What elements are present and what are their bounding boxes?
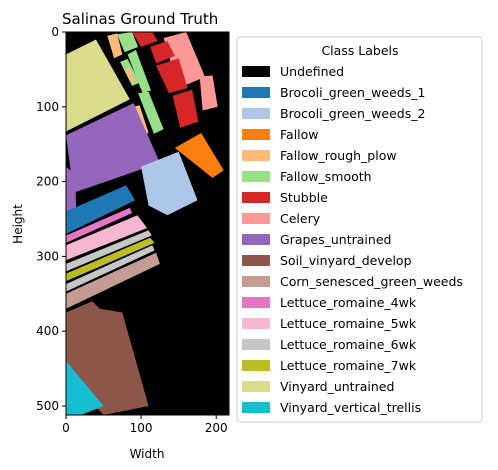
legend-frame: [236, 36, 483, 423]
x-axis-label: Width: [130, 447, 165, 461]
region-lettuce-romaine-5wk: [66, 215, 148, 261]
legend-swatch: [242, 318, 270, 329]
legend-label: Fallow_smooth: [280, 169, 372, 184]
region-lettuce-romaine-4wk: [66, 207, 133, 243]
chart-title: Salinas Ground Truth: [62, 10, 218, 28]
x-axis: 0 100 200: [62, 415, 228, 435]
legend-items: Undefined Brocoli_green_weeds_1 Brocoli_gr…: [242, 64, 463, 415]
x-tick-label: 200: [205, 421, 228, 435]
x-tick-label: 0: [62, 421, 70, 435]
plot-frame: [65, 31, 230, 416]
region-lettuce-romaine-7wk: [66, 237, 155, 282]
region-stubble: [132, 32, 158, 47]
legend-swatch: [242, 381, 270, 392]
legend-swatch: [242, 402, 270, 413]
y-axis-label: Height: [11, 204, 25, 244]
legend-label: Grapes_untrained: [280, 232, 391, 247]
legend-label: Brocoli_green_weeds_2: [280, 106, 425, 121]
region-stubble: [150, 41, 175, 64]
legend-swatch: [242, 276, 270, 287]
region-fallow-rough-plow: [124, 67, 137, 83]
legend-label: Lettuce_romaine_5wk: [280, 316, 417, 331]
legend-label: Lettuce_romaine_4wk: [280, 295, 417, 310]
region-corn-senesced-green-weeds: [66, 252, 160, 309]
legend-swatch: [242, 234, 270, 245]
region-lettuce-romaine-6wk: [66, 230, 152, 272]
region-stubble: [172, 89, 199, 128]
y-axis: 0 100 200 300 400 500: [36, 25, 66, 413]
region-fallow-rough-plow: [107, 33, 123, 59]
legend-label: Celery: [280, 211, 321, 226]
y-tick-label: 500: [36, 399, 59, 413]
region-vinyard-vertical-trellis: [66, 361, 104, 415]
legend-label: Lettuce_romaine_6wk: [280, 337, 417, 352]
y-tick-label: 300: [36, 249, 59, 263]
legend-label: Vinyard_untrained: [280, 379, 394, 394]
legend: Class Labels Undefined Brocoli_green_weed…: [236, 36, 483, 423]
legend-label: Corn_senesced_green_weeds: [280, 274, 463, 289]
legend-swatch: [242, 87, 270, 98]
y-tick-label: 0: [51, 25, 59, 39]
y-tick-label: 100: [36, 100, 59, 114]
region-brocoli-green-weeds-1: [66, 185, 136, 234]
region-stubble: [156, 58, 188, 94]
legend-swatch: [242, 360, 270, 371]
legend-swatch: [242, 171, 270, 182]
legend-label: Stubble: [280, 190, 328, 205]
y-tick-label: 400: [36, 324, 59, 338]
legend-label: Fallow_rough_plow: [280, 148, 397, 163]
region-lettuce-romaine-6wk: [66, 245, 155, 292]
region-brocoli-green-weeds-2: [141, 151, 198, 216]
legend-swatch: [242, 255, 270, 266]
legend-swatch: [242, 129, 270, 140]
legend-label: Fallow: [280, 127, 319, 142]
legend-swatch: [242, 192, 270, 203]
legend-label: Lettuce_romaine_7wk: [280, 358, 417, 373]
region-fallow-smooth: [117, 32, 139, 53]
ground-truth-regions: [66, 32, 224, 415]
region-fallow-smooth: [127, 50, 151, 94]
legend-label: Brocoli_green_weeds_1: [280, 85, 425, 100]
region-celery: [163, 32, 205, 89]
legend-swatch: [242, 66, 270, 77]
legend-swatch: [242, 150, 270, 161]
legend-label: Undefined: [280, 64, 344, 79]
x-tick-label: 100: [130, 421, 153, 435]
y-tick-label: 200: [36, 175, 59, 189]
legend-swatch: [242, 339, 270, 350]
region-vinyard-untrained: [66, 39, 130, 132]
region-grapes-untrained: [66, 166, 77, 222]
plot-area: [65, 31, 230, 416]
region-fallow: [174, 133, 224, 178]
legend-title: Class Labels: [321, 43, 398, 58]
legend-label: Soil_vinyard_develop: [280, 253, 412, 268]
region-celery: [199, 75, 218, 111]
legend-swatch: [242, 213, 270, 224]
region-grapes-untrained: [66, 103, 160, 193]
region-fallow-smooth: [138, 91, 164, 134]
legend-label: Vinyard_vertical_trellis: [280, 400, 421, 415]
legend-swatch: [242, 108, 270, 119]
legend-swatch: [242, 297, 270, 308]
